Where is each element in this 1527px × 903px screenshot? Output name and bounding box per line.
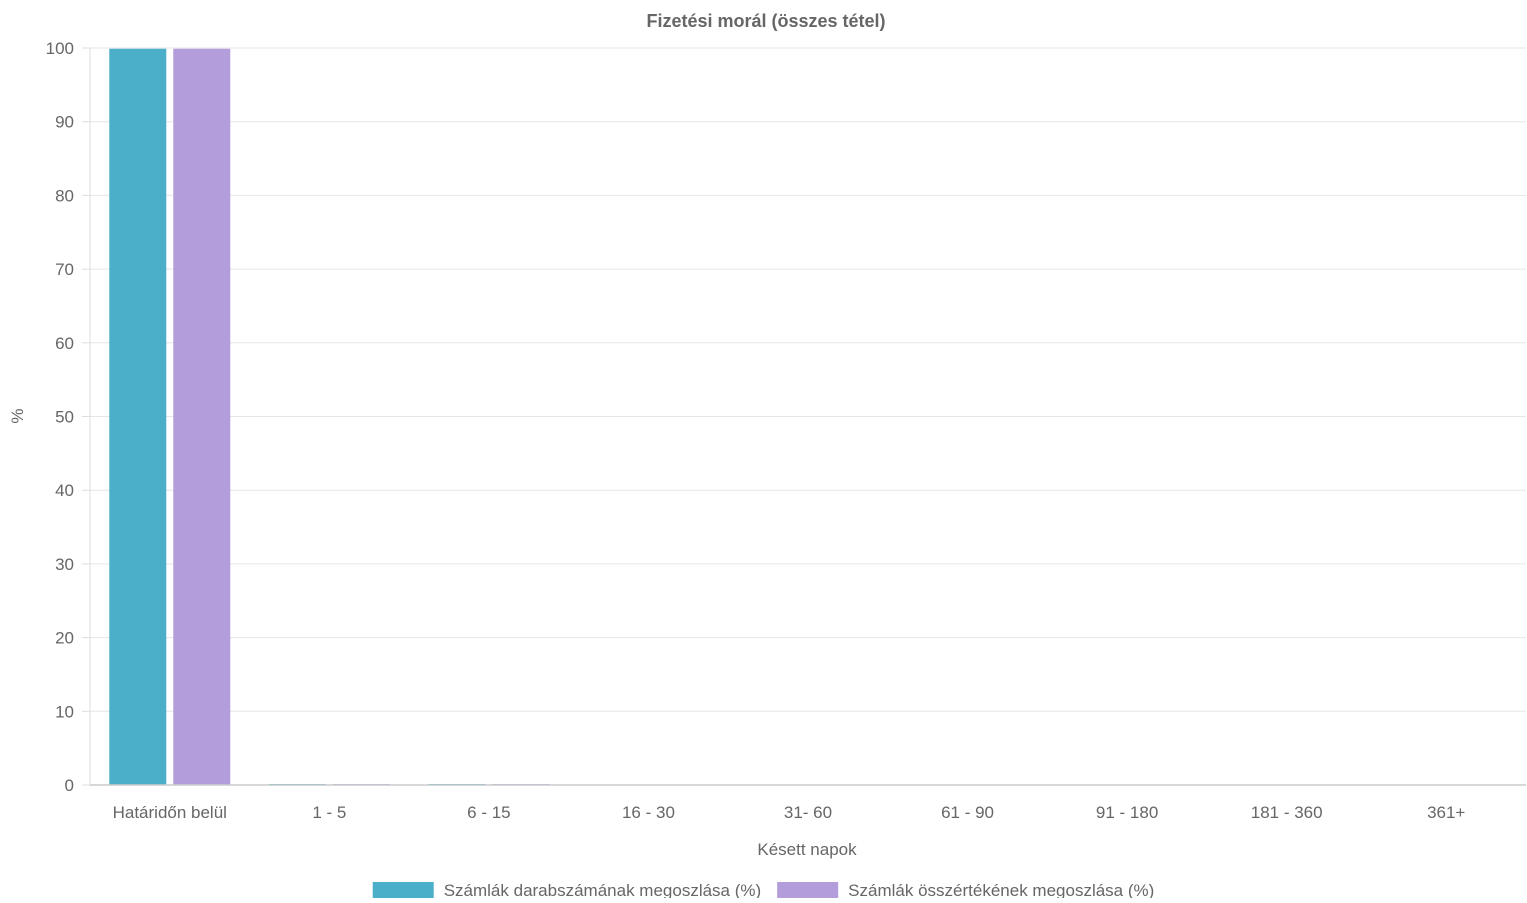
x-axis-label: Késett napok	[757, 840, 857, 859]
x-tick-label: 361+	[1427, 803, 1465, 822]
y-tick-label: 0	[65, 776, 74, 795]
y-tick-label: 70	[55, 260, 74, 279]
legend-item[interactable]: Számlák darabszámának megoszlása (%)	[372, 881, 761, 903]
y-tick-label: 50	[55, 408, 74, 427]
y-tick-label: 40	[55, 481, 74, 500]
bars	[109, 48, 550, 785]
y-tick-label: 80	[55, 186, 74, 205]
x-tick-label: 181 - 360	[1251, 803, 1323, 822]
y-axis-ticks: 0 10 20 30 40 50 60 70 80 90 100	[46, 39, 90, 795]
legend-swatch	[777, 882, 839, 903]
legend-label: Számlák összértékének megoszlása (%)	[848, 881, 1154, 898]
y-tick-label: 100	[46, 39, 74, 58]
axes	[89, 48, 1526, 786]
y-tick-label: 60	[55, 334, 74, 353]
chart-title: Fizetési morál (összes tétel)	[646, 11, 885, 31]
bar[interactable]	[173, 48, 231, 785]
x-axis-ticks: Határidőn belül 1 - 5 6 - 15 16 - 30 31- 60 6…	[113, 803, 1466, 822]
y-axis-label: %	[8, 408, 27, 423]
x-tick-label: 61 - 90	[941, 803, 994, 822]
gridlines	[90, 47, 1526, 786]
legend-item[interactable]: Számlák összértékének megoszlása (%)	[777, 881, 1154, 903]
x-tick-label: Határidőn belül	[113, 803, 227, 822]
y-tick-label: 30	[55, 555, 74, 574]
y-tick-label: 20	[55, 629, 74, 648]
legend: Számlák darabszámának megoszlása (%) Szám…	[372, 881, 1154, 903]
x-tick-label: 6 - 15	[467, 803, 510, 822]
legend-label: Számlák darabszámának megoszlása (%)	[444, 881, 761, 898]
bar[interactable]	[109, 48, 167, 785]
x-tick-label: 91 - 180	[1096, 803, 1158, 822]
legend-swatch	[372, 882, 434, 903]
x-tick-label: 31- 60	[784, 803, 832, 822]
y-tick-label: 90	[55, 113, 74, 132]
x-tick-label: 16 - 30	[622, 803, 675, 822]
y-tick-label: 10	[55, 702, 74, 721]
x-tick-label: 1 - 5	[312, 803, 346, 822]
